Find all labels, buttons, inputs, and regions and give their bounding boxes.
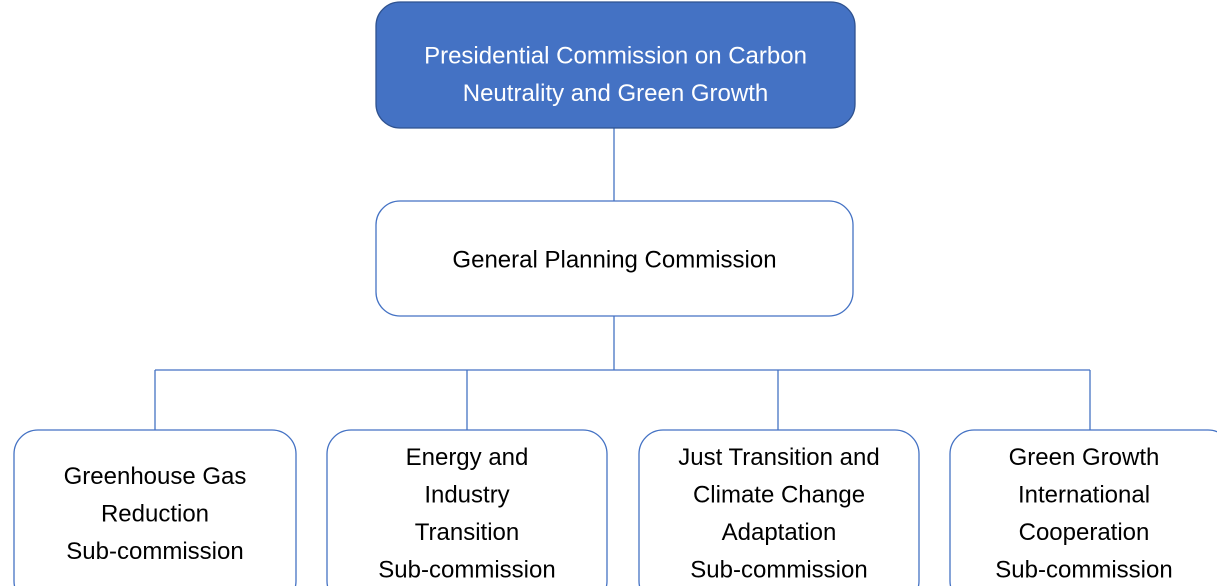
node-label: Sub-commission: [66, 538, 243, 565]
node-label: Greenhouse Gas: [64, 463, 247, 490]
node-label: Cooperation: [1019, 519, 1150, 546]
node-label: Green Growth: [1009, 444, 1160, 471]
node-box: [375, 200, 854, 317]
node: Greenhouse Gas Reduction Sub-commission: [13, 429, 297, 586]
node-label: Sub-commission: [690, 557, 867, 584]
node-label: Climate Change: [693, 482, 865, 509]
node-box: [638, 429, 920, 586]
node-label: Sub-commission: [995, 557, 1172, 584]
node-label: Neutrality and Green Growth: [463, 80, 768, 107]
node: General Planning Commission: [375, 200, 854, 317]
node: Just Transition and Climate Change Adaptat…: [638, 429, 920, 586]
node-label: Adaptation: [722, 519, 837, 546]
node-label: International: [1018, 482, 1150, 509]
node-label: General Planning Commission: [452, 246, 776, 273]
node-label: Transition: [415, 519, 519, 546]
node: Energy and Industry Transition Sub-commissi…: [326, 429, 608, 586]
node-label: Just Transition and: [678, 444, 879, 471]
node-label: Presidential Commission on Carbon: [424, 43, 807, 70]
connectors: [154, 128, 1091, 430]
node-label: Industry: [424, 482, 509, 509]
node-box: [949, 429, 1217, 586]
node-label: Energy and: [406, 444, 529, 471]
node-box: [375, 1, 856, 129]
node: Green Growth International Cooperation Sub-…: [949, 429, 1217, 586]
node-label: Sub-commission: [378, 557, 555, 584]
node-label: Reduction: [101, 500, 209, 527]
node-box: [13, 429, 297, 586]
node: Presidential Commission on Carbon Neutral…: [375, 1, 856, 129]
node-box: [326, 429, 608, 586]
